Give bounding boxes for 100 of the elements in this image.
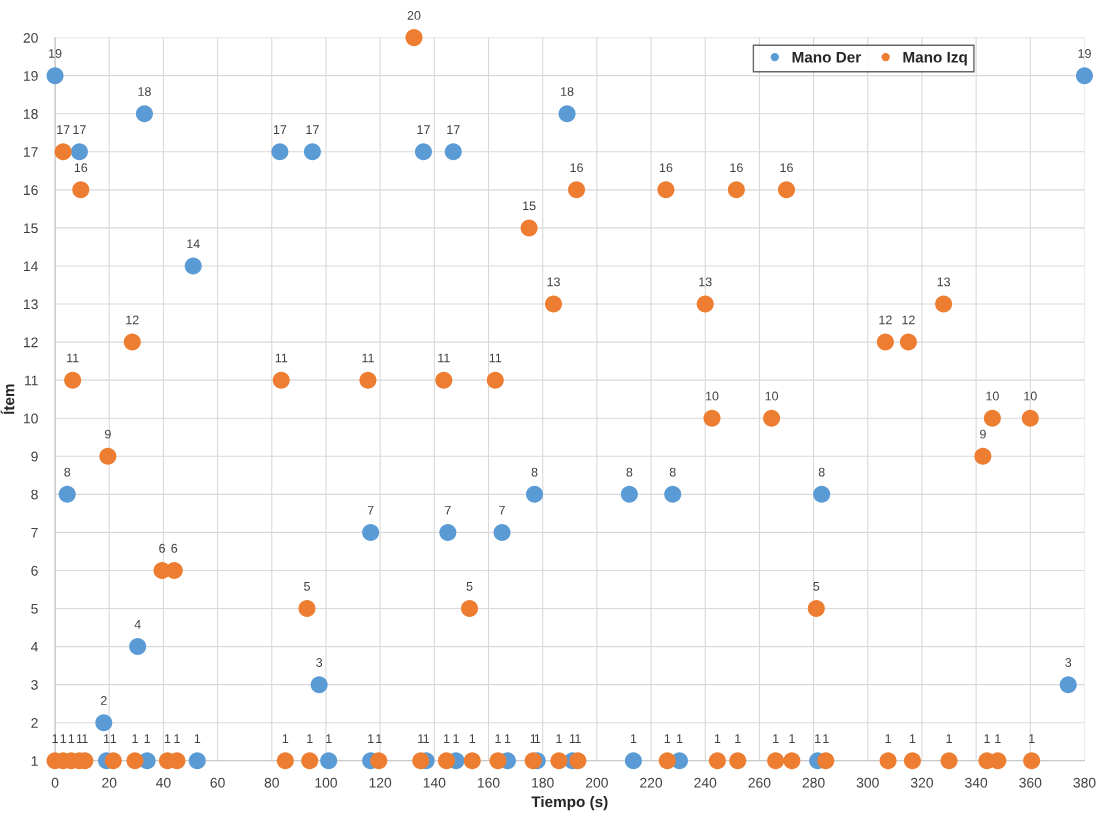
data-label: 1 bbox=[556, 734, 562, 743]
data-label: 13 bbox=[699, 277, 712, 287]
data-label: 1 bbox=[443, 734, 450, 743]
point bbox=[46, 67, 64, 85]
data-label: 14 bbox=[187, 239, 200, 249]
point bbox=[271, 143, 289, 161]
data-label: 15 bbox=[523, 201, 536, 211]
data-label: 3 bbox=[316, 658, 323, 667]
point bbox=[129, 638, 147, 656]
x-tick-label: 120 bbox=[369, 777, 392, 788]
data-label: 5 bbox=[466, 582, 473, 591]
data-label: 1 bbox=[504, 734, 511, 743]
y-tick-label: 13 bbox=[24, 299, 38, 310]
point bbox=[70, 143, 88, 161]
point bbox=[184, 257, 202, 275]
point bbox=[1059, 676, 1077, 694]
x-axis-title: Tiempo (s) bbox=[531, 795, 608, 811]
data-label: 1 bbox=[164, 734, 171, 743]
data-label: 8 bbox=[64, 467, 71, 477]
point bbox=[444, 143, 462, 161]
x-tick-label: 60 bbox=[210, 777, 225, 788]
data-label: 8 bbox=[531, 467, 538, 477]
data-label: 1 bbox=[676, 734, 683, 743]
data-label: 7 bbox=[367, 505, 374, 515]
data-label: 4 bbox=[134, 620, 141, 629]
data-label: 3 bbox=[1065, 658, 1072, 667]
data-label: 17 bbox=[447, 125, 460, 134]
data-label: 1 bbox=[773, 734, 779, 743]
data-label: 7 bbox=[445, 505, 451, 515]
data-label: 17 bbox=[417, 125, 430, 134]
x-tick-label: 100 bbox=[315, 777, 337, 788]
data-label: 7 bbox=[499, 505, 505, 515]
y-tick-label: 8 bbox=[31, 489, 38, 500]
y-tick-label: 12 bbox=[24, 337, 38, 348]
data-label: 8 bbox=[669, 467, 676, 477]
data-label: 20 bbox=[407, 11, 421, 20]
data-label: 8 bbox=[626, 467, 633, 477]
data-label: 5 bbox=[813, 582, 820, 591]
x-tick-label: 140 bbox=[423, 777, 446, 788]
data-label: 1 bbox=[995, 734, 1001, 743]
y-tick-label: 15 bbox=[24, 223, 38, 234]
data-label: 1 bbox=[110, 734, 117, 743]
data-label: 13 bbox=[547, 277, 560, 287]
point bbox=[624, 752, 642, 770]
data-label: 11 bbox=[438, 353, 450, 363]
legend-label: Mano Izq bbox=[903, 51, 967, 66]
data-label: 8 bbox=[818, 467, 825, 477]
data-label: 1 bbox=[909, 734, 916, 743]
data-label: 19 bbox=[1078, 49, 1091, 58]
data-label: 11 bbox=[362, 353, 374, 363]
data-label: 12 bbox=[126, 315, 139, 325]
point bbox=[320, 752, 338, 770]
point bbox=[135, 105, 153, 123]
point bbox=[493, 523, 511, 541]
y-tick-label: 4 bbox=[30, 642, 38, 652]
y-tick-label: 2 bbox=[31, 718, 38, 728]
point bbox=[526, 485, 544, 503]
data-label: 2 bbox=[100, 696, 107, 705]
data-label: 1 bbox=[664, 734, 671, 743]
x-tick-label: 180 bbox=[532, 777, 554, 788]
data-label: 10 bbox=[705, 391, 719, 401]
data-label: 1 bbox=[418, 734, 424, 743]
data-label: 9 bbox=[104, 429, 111, 439]
data-label: 1 bbox=[984, 734, 990, 743]
x-tick-label: 80 bbox=[264, 777, 279, 788]
point bbox=[620, 485, 638, 503]
point bbox=[95, 714, 113, 732]
data-label: 1 bbox=[307, 734, 313, 743]
x-tick-label: 160 bbox=[477, 777, 500, 788]
point bbox=[664, 485, 682, 503]
x-tick-label: 300 bbox=[856, 777, 879, 788]
x-tick-label: 220 bbox=[640, 777, 663, 788]
x-tick-label: 0 bbox=[51, 777, 59, 788]
data-label: 12 bbox=[902, 315, 915, 325]
data-label: 1 bbox=[815, 734, 821, 743]
data-label: 11 bbox=[275, 353, 288, 363]
data-label: 1 bbox=[469, 734, 476, 743]
y-tick-label: 14 bbox=[24, 261, 38, 272]
data-label: 17 bbox=[73, 125, 86, 134]
y-tick-label: 1 bbox=[31, 756, 38, 766]
data-label: 1 bbox=[946, 734, 952, 743]
y-tick-label: 5 bbox=[31, 604, 38, 614]
data-label: 1 bbox=[569, 734, 576, 743]
x-tick-label: 260 bbox=[748, 777, 771, 788]
data-label: 1 bbox=[423, 734, 430, 743]
data-label: 17 bbox=[57, 125, 70, 134]
y-tick-label: 19 bbox=[24, 71, 38, 81]
data-label: 1 bbox=[68, 734, 75, 743]
data-label: 1 bbox=[714, 734, 721, 743]
data-label: 6 bbox=[159, 543, 165, 553]
data-label: 1 bbox=[194, 734, 201, 743]
x-tick-label: 340 bbox=[965, 777, 988, 788]
y-tick-label: 10 bbox=[24, 413, 38, 424]
point bbox=[1075, 67, 1093, 85]
x-tick-label: 20 bbox=[102, 777, 117, 788]
data-label: 17 bbox=[306, 125, 319, 134]
point bbox=[188, 752, 206, 770]
y-tick-label: 17 bbox=[24, 147, 38, 157]
data-label: 1 bbox=[1029, 734, 1035, 743]
data-label: 18 bbox=[561, 87, 574, 96]
